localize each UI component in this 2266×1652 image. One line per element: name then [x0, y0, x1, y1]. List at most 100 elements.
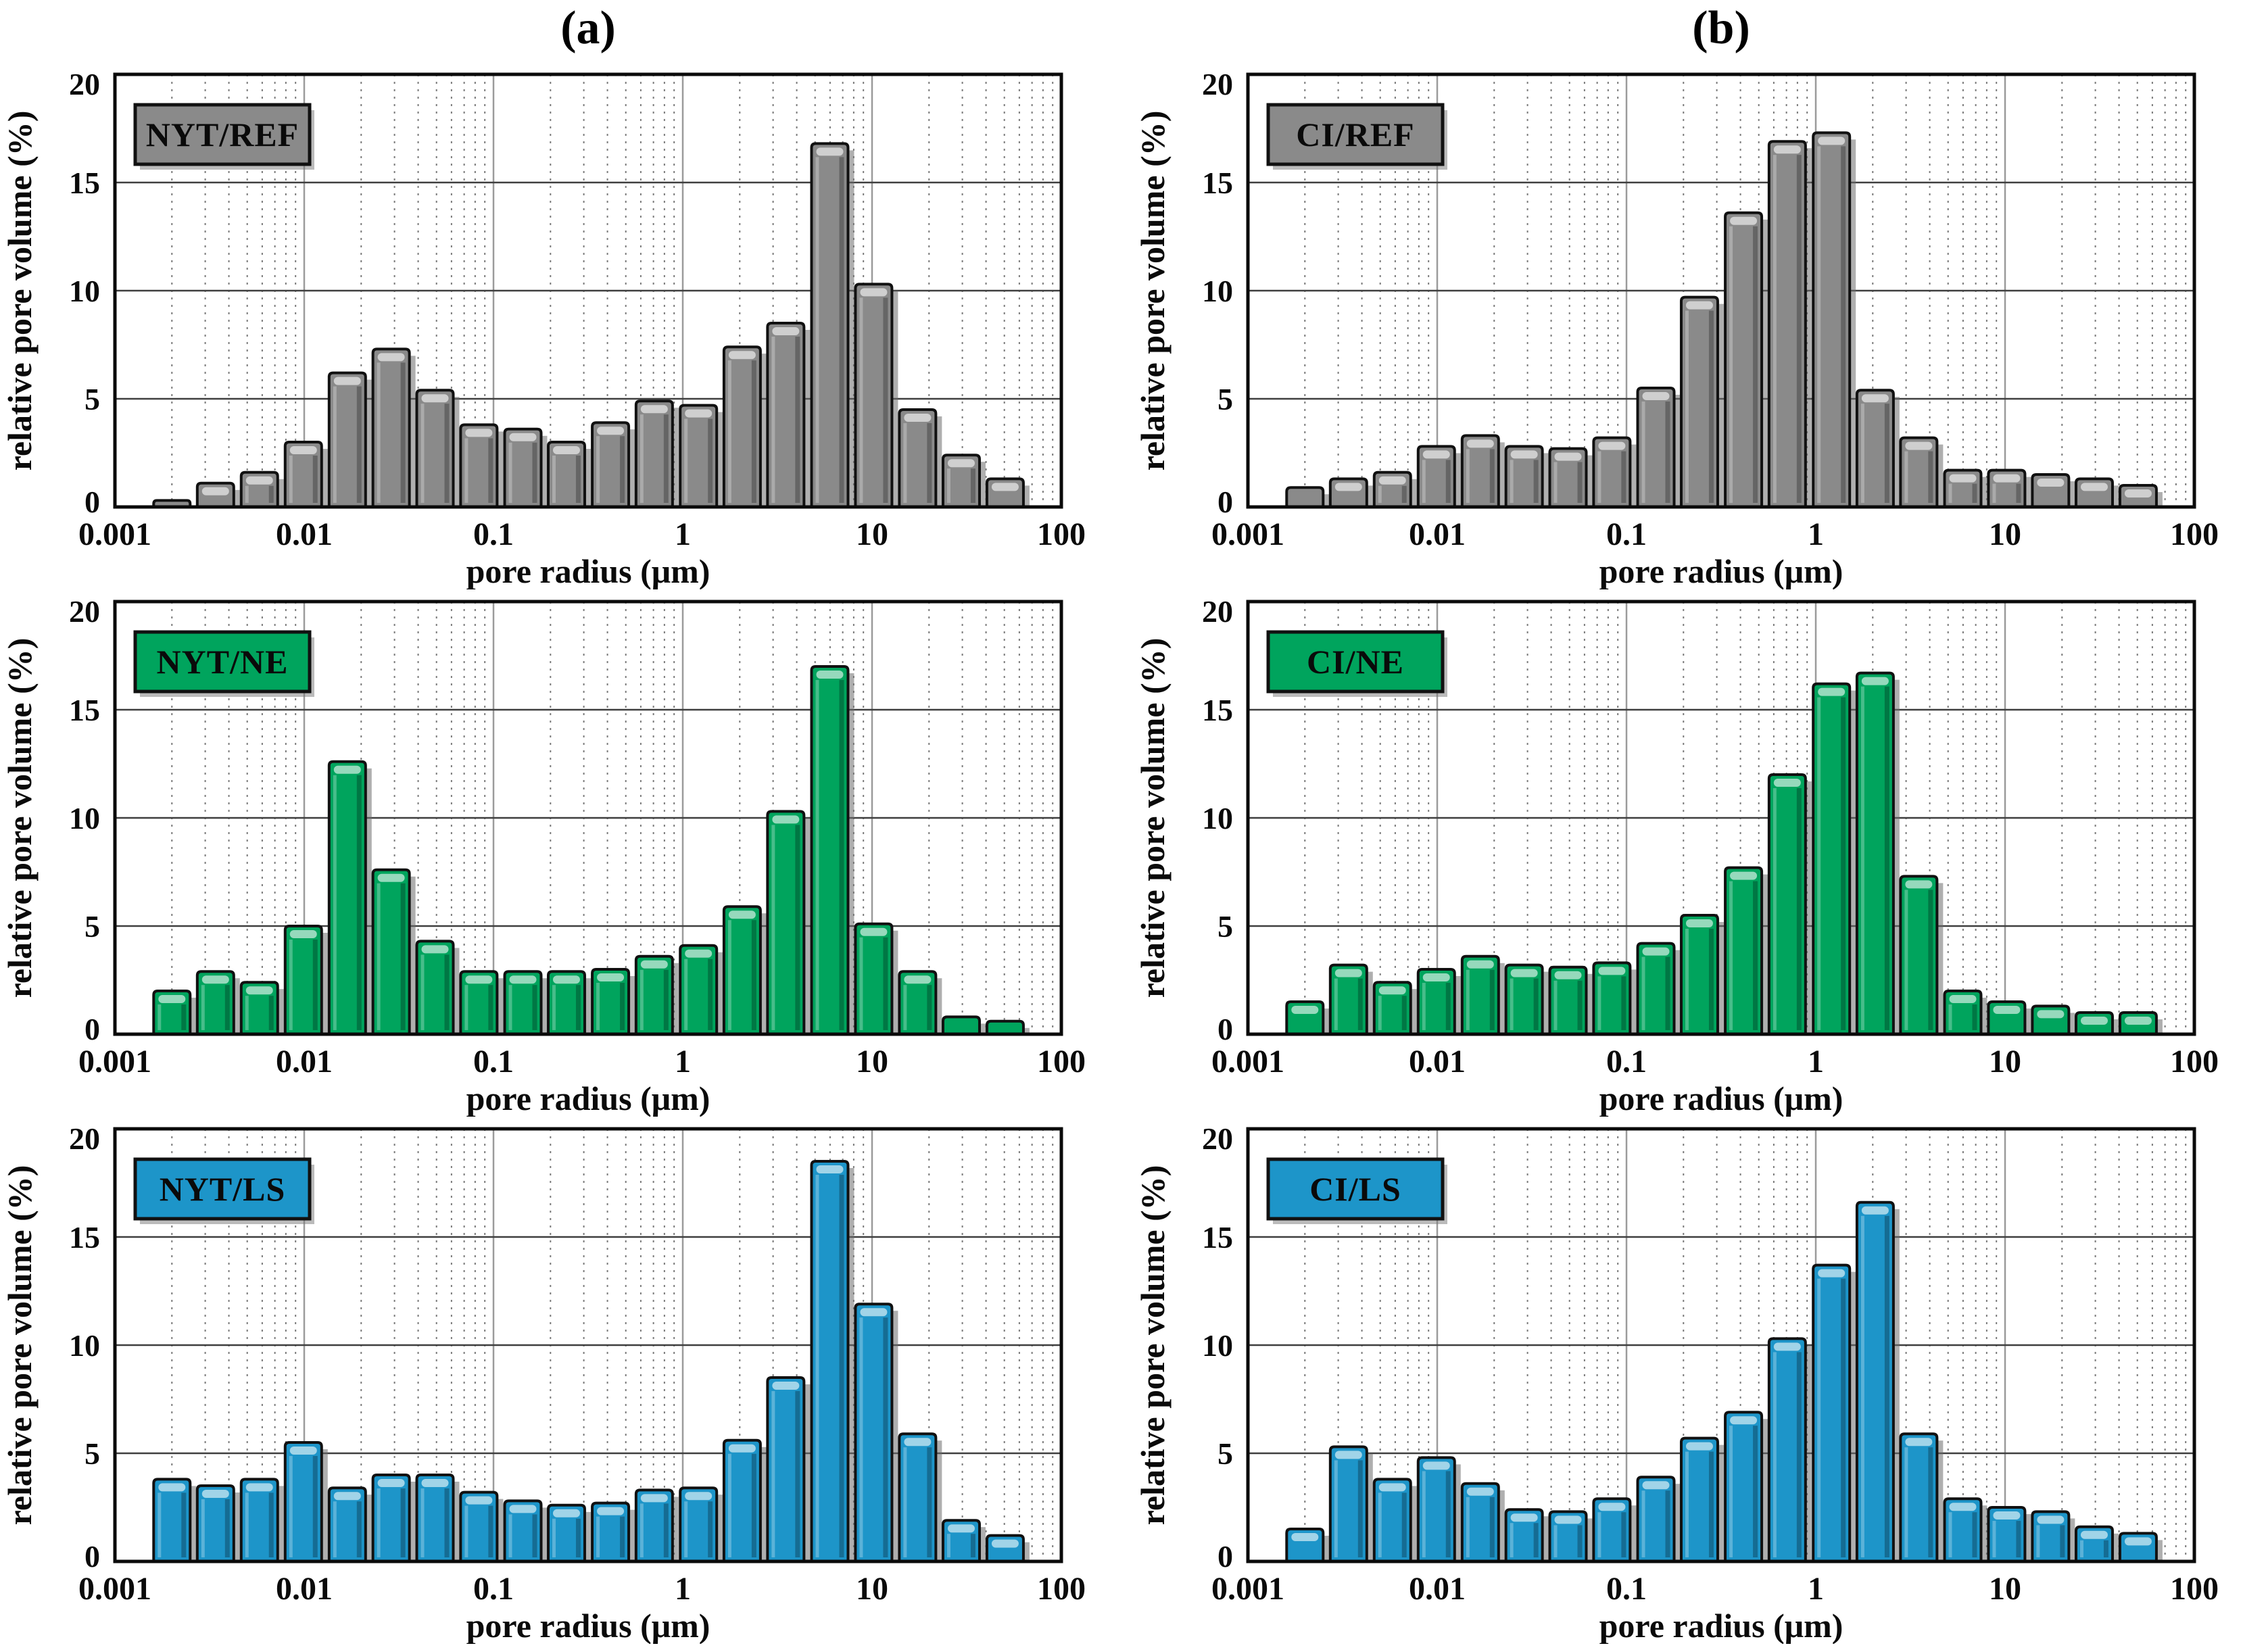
- bar-ci-ls-11: [1767, 1337, 1812, 1563]
- bar-ci-ne-13: [1855, 671, 1900, 1036]
- bar-ci-ref-1: [1328, 477, 1373, 508]
- chart-slot-ci-ref: 0 5 10 15 20 0.001 0.01 0.1 1 10 100 relative pore …: [1133, 62, 2266, 590]
- x-tick-label: 1: [675, 1044, 691, 1079]
- bar-nyt-ls-15: [810, 1160, 854, 1563]
- bar-ci-ref-3: [1416, 445, 1461, 508]
- x-tick-label: 0.01: [276, 1571, 333, 1607]
- bar-nyt-ne-13: [722, 905, 767, 1036]
- legend-ci-ne: CI/NE: [1266, 630, 1447, 697]
- y-tick-label: 0: [1218, 1012, 1233, 1046]
- charts-grid: 0 5 10 15 20 0.001 0.01 0.1 1 10 100 relative pore …: [0, 62, 2266, 1645]
- bar-ci-ne-2: [1372, 981, 1417, 1036]
- plot-border: [113, 1127, 1063, 1563]
- y-tick-label: 5: [85, 1436, 100, 1471]
- x-tick-label: 10: [856, 1571, 888, 1607]
- x-tick-label: 1: [1808, 1044, 1824, 1079]
- bar-nyt-ref-6: [415, 389, 460, 508]
- bar-ci-ref-15: [1943, 468, 1987, 508]
- y-tick-label: 10: [69, 801, 100, 835]
- bar-ci-ref-6: [1548, 447, 1593, 508]
- y-tick-label: 5: [85, 909, 100, 944]
- bar-ci-ne-3: [1416, 968, 1461, 1036]
- bar-nyt-ne-10: [591, 968, 635, 1036]
- bar-nyt-ls-17: [898, 1432, 942, 1563]
- bar-ci-ref-4: [1460, 434, 1505, 508]
- y-tick-label: 5: [1218, 909, 1233, 944]
- y-tick-label: 0: [85, 485, 100, 519]
- bar-nyt-ne-1: [195, 970, 240, 1036]
- y-tick-label: 10: [1202, 801, 1233, 835]
- panel-title-a: (a): [560, 2, 616, 54]
- bar-nyt-ref-5: [371, 347, 416, 508]
- bar-ci-ls-9: [1679, 1436, 1724, 1563]
- x-axis-label: pore radius (μm): [466, 1079, 710, 1117]
- bar-ci-ne-8: [1636, 942, 1681, 1036]
- legend-label-ci-ne: CI/NE: [1307, 643, 1404, 681]
- x-tick-label: 0.1: [1606, 516, 1647, 552]
- chart-ci-ne: 0 5 10 15 20 0.001 0.01 0.1 1 10 100 relative pore …: [1134, 594, 2219, 1117]
- y-tick-label: 20: [69, 594, 100, 629]
- legend-label-nyt-ne: NYT/NE: [157, 643, 289, 681]
- x-tick-label: 100: [2170, 1571, 2219, 1607]
- chart-nyt-ne: 0 5 10 15 20 0.001 0.01 0.1 1 10 100 relative pore …: [1, 594, 1086, 1117]
- chart-slot-ci-ls: 0 5 10 15 20 0.001 0.01 0.1 1 10 100 relative pore …: [1133, 1117, 2266, 1645]
- y-axis-label: relative pore volume (%): [1, 1165, 39, 1526]
- x-tick-label: 0.001: [78, 516, 151, 552]
- legend-ci-ls: CI/LS: [1266, 1157, 1447, 1224]
- bar-ci-ls-17: [2031, 1510, 2075, 1563]
- chart-slot-nyt-ref: 0 5 10 15 20 0.001 0.01 0.1 1 10 100 relative pore …: [0, 62, 1133, 590]
- bar-ci-ne-0: [1285, 1000, 1330, 1036]
- bar-nyt-ref-10: [591, 421, 635, 508]
- bar-nyt-ls-18: [941, 1519, 986, 1563]
- bar-nyt-ls-4: [327, 1486, 372, 1563]
- bar-ci-ne-1: [1328, 963, 1373, 1036]
- x-tick-label: 0.1: [473, 1044, 514, 1079]
- bar-nyt-ref-1: [195, 481, 240, 508]
- x-tick-label: 0.001: [78, 1571, 151, 1607]
- y-tick-label: 0: [85, 1539, 100, 1574]
- x-tick-label: 0.01: [276, 1044, 333, 1079]
- y-tick-label: 20: [1202, 594, 1233, 629]
- bar-ci-ls-3: [1416, 1456, 1461, 1563]
- x-tick-label: 0.1: [1606, 1044, 1647, 1079]
- x-tick-label: 100: [2170, 516, 2219, 552]
- y-tick-label: 10: [69, 274, 100, 308]
- bar-nyt-ref-12: [679, 404, 723, 508]
- bar-nyt-ls-16: [854, 1303, 898, 1563]
- bar-nyt-ref-18: [941, 454, 986, 508]
- bar-nyt-ref-13: [722, 345, 767, 508]
- chart-slot-ci-ne: 0 5 10 15 20 0.001 0.01 0.1 1 10 100 relative pore …: [1133, 589, 2266, 1117]
- x-tick-label: 0.001: [1211, 516, 1284, 552]
- bar-nyt-ne-5: [371, 868, 416, 1036]
- bar-ci-ls-14: [1899, 1432, 1944, 1563]
- bar-nyt-ls-2: [239, 1478, 284, 1563]
- bar-ci-ne-16: [1987, 1000, 2031, 1036]
- y-tick-label: 15: [69, 1220, 100, 1255]
- y-tick-label: 15: [1202, 166, 1233, 200]
- chart-ci-ref: 0 5 10 15 20 0.001 0.01 0.1 1 10 100 relative pore …: [1134, 67, 2219, 590]
- plot-border: [1246, 72, 2196, 509]
- y-tick-label: 20: [69, 1121, 100, 1156]
- bar-nyt-ne-12: [679, 944, 723, 1036]
- bar-ci-ref-0: [1285, 486, 1330, 508]
- x-axis-label: pore radius (μm): [466, 1607, 710, 1644]
- x-tick-label: 0.01: [1409, 1044, 1466, 1079]
- y-tick-label: 20: [1202, 1121, 1233, 1156]
- bar-nyt-ls-8: [503, 1499, 548, 1563]
- bar-ci-ne-4: [1460, 954, 1505, 1036]
- bar-ci-ne-15: [1943, 990, 1987, 1036]
- bar-nyt-ne-14: [766, 810, 811, 1036]
- bar-ci-ls-7: [1592, 1497, 1637, 1563]
- x-tick-label: 0.1: [473, 1571, 514, 1607]
- bar-ci-ref-17: [2031, 473, 2075, 508]
- bar-ci-ne-17: [2031, 1004, 2075, 1036]
- x-tick-label: 10: [856, 1044, 888, 1079]
- bar-nyt-ref-2: [239, 470, 284, 508]
- x-tick-label: 100: [1037, 1044, 1086, 1079]
- y-axis-label: relative pore volume (%): [1134, 1165, 1172, 1526]
- bar-nyt-ne-4: [327, 760, 372, 1036]
- bar-nyt-ref-15: [810, 142, 854, 508]
- bar-nyt-ls-13: [722, 1438, 767, 1563]
- bar-ci-ref-11: [1767, 140, 1812, 508]
- y-tick-label: 15: [1202, 693, 1233, 727]
